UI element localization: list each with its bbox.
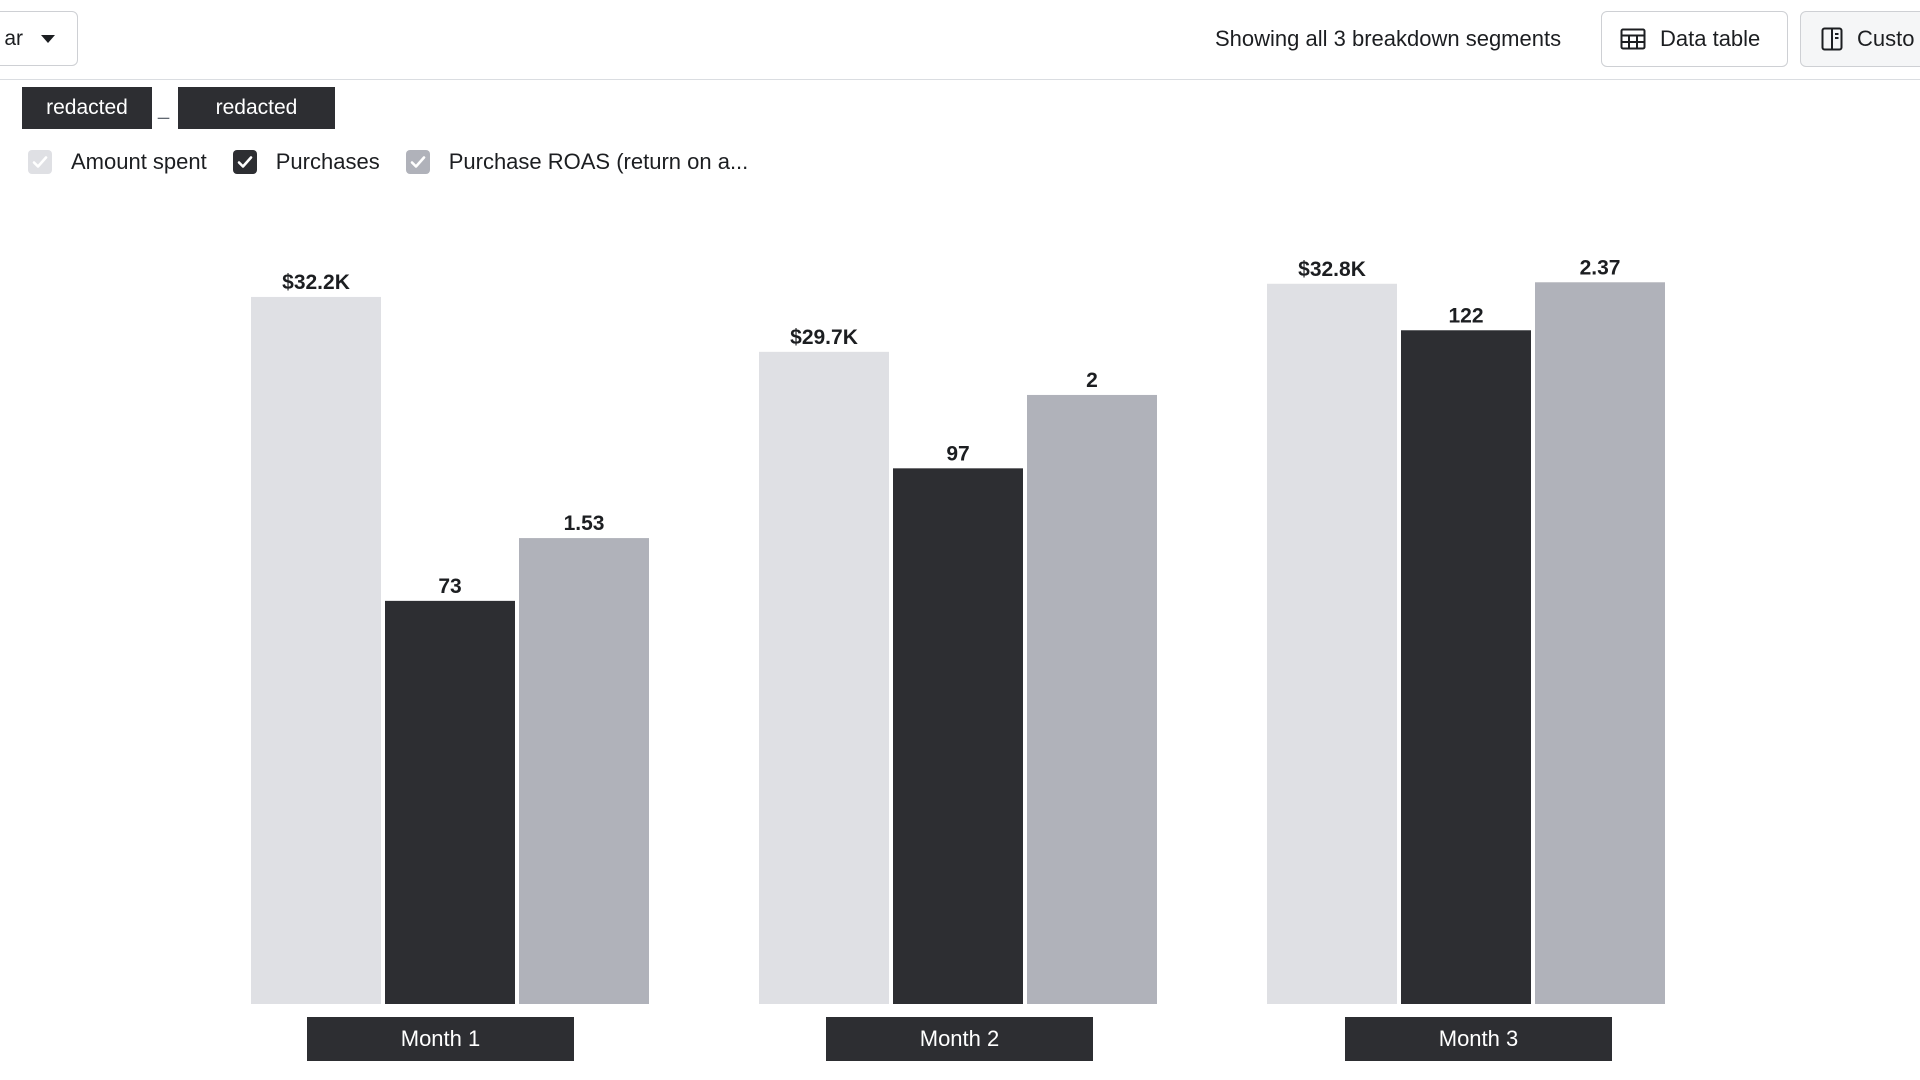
legend-label: Amount spent (71, 149, 207, 174)
data-table-button[interactable]: Data table (1601, 11, 1788, 67)
category-label: Month 1 (307, 1017, 574, 1061)
caret-down-icon (41, 34, 55, 43)
legend-label: Purchases (275, 149, 380, 174)
bar-value-label: $29.7K (790, 326, 858, 349)
bar[interactable] (1401, 330, 1531, 1004)
bar-value-label: $32.2K (282, 271, 350, 294)
date-range-separator: _ (158, 98, 170, 120)
bar-value-label: 73 (438, 575, 461, 598)
chart-type-dropdown[interactable]: ar (0, 11, 78, 66)
date-range-start[interactable]: redacted (22, 87, 152, 129)
bar[interactable] (385, 600, 515, 1004)
data-table-label: Data table (1660, 26, 1761, 51)
bar-value-label: 97 (946, 442, 969, 465)
checkmark-icon (32, 156, 48, 168)
bar[interactable] (759, 351, 889, 1004)
bar-value-label: 1.53 (564, 512, 605, 535)
category-label: Month 3 (1345, 1017, 1612, 1061)
bar-value-label: 2 (1086, 369, 1098, 392)
legend-checkbox[interactable] (232, 150, 257, 174)
chart-legend: Amount spent Purchases Purchase ROAS (retu… (28, 145, 774, 179)
bar[interactable] (1535, 282, 1665, 1004)
bar-value-label: 2.37 (1580, 256, 1621, 279)
bar[interactable] (519, 538, 649, 1004)
bar[interactable] (1267, 283, 1397, 1005)
chart-type-label: ar (4, 26, 23, 50)
legend-checkbox[interactable] (405, 150, 430, 174)
category-label: Month 2 (826, 1017, 1093, 1061)
bar-value-label: 122 (1448, 304, 1483, 327)
bar[interactable] (251, 296, 381, 1004)
checkmark-icon (237, 156, 253, 168)
legend-item[interactable]: Amount spent (28, 149, 207, 175)
legend-item[interactable]: Purchases (232, 149, 380, 175)
bar-value-label: $32.8K (1298, 258, 1366, 281)
checkmark-icon (410, 156, 426, 168)
customize-button[interactable]: Custo (1800, 11, 1920, 67)
bar[interactable] (893, 468, 1023, 1004)
legend-item[interactable]: Purchase ROAS (return on a... (405, 149, 749, 175)
date-range-end[interactable]: redacted (178, 87, 335, 129)
legend-checkbox[interactable] (28, 150, 52, 174)
legend-label: Purchase ROAS (return on a... (448, 149, 749, 174)
customize-label: Custo (1857, 26, 1915, 51)
columns-icon (1821, 27, 1843, 51)
table-icon (1620, 28, 1646, 50)
bar[interactable] (1027, 394, 1157, 1004)
chart-toolbar: ar Showing all 3 breakdown segments Data… (0, 0, 1920, 80)
breakdown-segments-status: Showing all 3 breakdown segments (1215, 26, 1562, 51)
